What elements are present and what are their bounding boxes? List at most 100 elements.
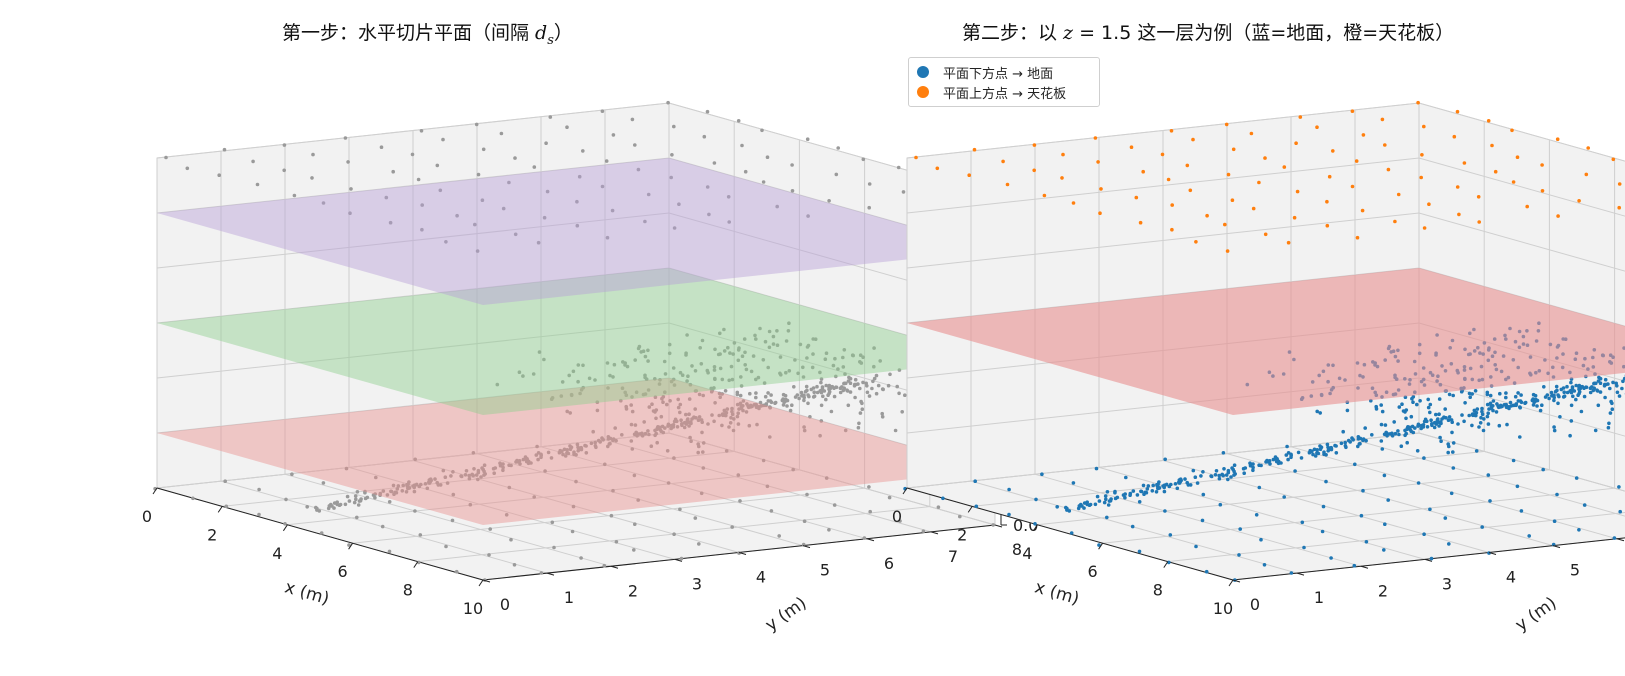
point-ramp <box>517 459 522 463</box>
point-upper <box>655 440 659 445</box>
point-floor <box>1343 440 1347 445</box>
point-upper <box>787 369 792 373</box>
point-floor <box>1361 488 1365 493</box>
point-floor <box>1128 491 1133 496</box>
point-floor <box>451 492 456 497</box>
point-floor <box>1214 469 1219 473</box>
point-upper <box>824 397 828 402</box>
point-floor <box>1574 383 1578 388</box>
point-ramp <box>493 466 498 470</box>
point-floor <box>1094 466 1099 471</box>
point-ramp <box>712 419 716 424</box>
point-upper <box>758 326 762 331</box>
point-floor <box>1194 544 1198 549</box>
point-upper <box>785 404 789 408</box>
point-ramp <box>640 434 645 438</box>
point-ceiling <box>1032 143 1037 147</box>
point-floor <box>444 544 448 549</box>
point-upper <box>712 368 717 372</box>
point-ceiling <box>914 155 918 160</box>
point-floor <box>1451 393 1455 398</box>
point-floor <box>1397 432 1401 437</box>
point-upper <box>595 408 600 413</box>
point-floor <box>321 481 326 485</box>
point-ceiling <box>1325 199 1329 204</box>
point-ramp <box>730 409 734 414</box>
point-ceiling <box>1455 185 1460 189</box>
point-upper <box>819 403 824 408</box>
point-floor <box>1432 425 1437 430</box>
point-floor <box>413 457 418 462</box>
x-tick-label: 0 <box>142 507 152 526</box>
point-ceiling <box>1393 219 1397 224</box>
point-upper <box>731 428 736 433</box>
point-upper <box>744 367 749 372</box>
point-ramp <box>407 486 412 490</box>
point-ramp <box>423 482 428 486</box>
point-floor <box>1282 495 1286 499</box>
point-upper <box>710 388 714 393</box>
point-upper <box>769 393 773 397</box>
point-floor <box>1405 440 1409 445</box>
grid-z <box>156 322 996 416</box>
point-upper <box>726 345 730 350</box>
point-ceiling <box>790 163 794 167</box>
point-ceiling <box>605 235 610 240</box>
point-upper <box>608 373 612 378</box>
point-ceiling <box>643 219 647 224</box>
point-floor <box>413 509 417 513</box>
point-floor <box>632 473 637 478</box>
point-ceiling <box>1001 159 1005 164</box>
point-ceiling <box>1294 141 1298 145</box>
y-tick <box>546 572 555 576</box>
point-upper <box>767 345 772 350</box>
point-ramp <box>378 491 383 496</box>
point-floor <box>1363 426 1367 430</box>
point-ramp <box>407 480 411 484</box>
point-floor <box>1480 412 1485 417</box>
point-ceiling <box>630 117 635 122</box>
point-ceiling <box>311 152 315 157</box>
point-upper <box>893 428 898 433</box>
point-floor <box>1229 475 1233 479</box>
point-floor <box>1480 409 1484 414</box>
y-tick-label: 7 <box>948 547 958 566</box>
point-ramp <box>557 450 562 455</box>
point-floor <box>672 532 676 536</box>
point-upper <box>754 395 758 400</box>
point-upper <box>728 351 732 355</box>
legend-entry-ceiling: 平面上方点 → 天花板 <box>917 82 1066 102</box>
point-ramp <box>729 415 733 420</box>
point-floor <box>257 487 261 492</box>
point-floor <box>224 504 229 509</box>
point-floor <box>832 503 837 507</box>
point-ceiling <box>545 189 550 194</box>
point-upper <box>880 387 885 391</box>
point-floor <box>1175 486 1180 491</box>
x-tick <box>1228 579 1234 587</box>
point-ceiling <box>834 172 839 177</box>
point-ceiling <box>867 182 872 186</box>
chart-title-left: 第一步：水平切片平面（间隔 ds） <box>282 22 573 48</box>
point-ceiling <box>1231 147 1236 152</box>
point-upper <box>803 389 808 394</box>
point-upper <box>650 402 654 407</box>
point-floor <box>1370 433 1374 437</box>
point-floor <box>701 441 706 445</box>
point-ceiling <box>1292 215 1297 220</box>
point-floor <box>1296 450 1301 455</box>
point-ramp <box>467 473 472 478</box>
point-floor <box>614 540 619 544</box>
point-floor <box>1201 470 1205 474</box>
point-upper <box>678 370 683 375</box>
point-upper <box>542 357 546 362</box>
point-floor <box>1534 397 1538 402</box>
point-floor <box>1188 483 1193 487</box>
point-ceiling <box>1427 202 1431 206</box>
point-floor <box>1475 407 1480 411</box>
y-tick <box>674 558 683 562</box>
point-floor <box>921 529 926 533</box>
point-ramp <box>404 490 409 494</box>
point-floor <box>1541 467 1545 472</box>
point-ramp <box>536 457 540 462</box>
